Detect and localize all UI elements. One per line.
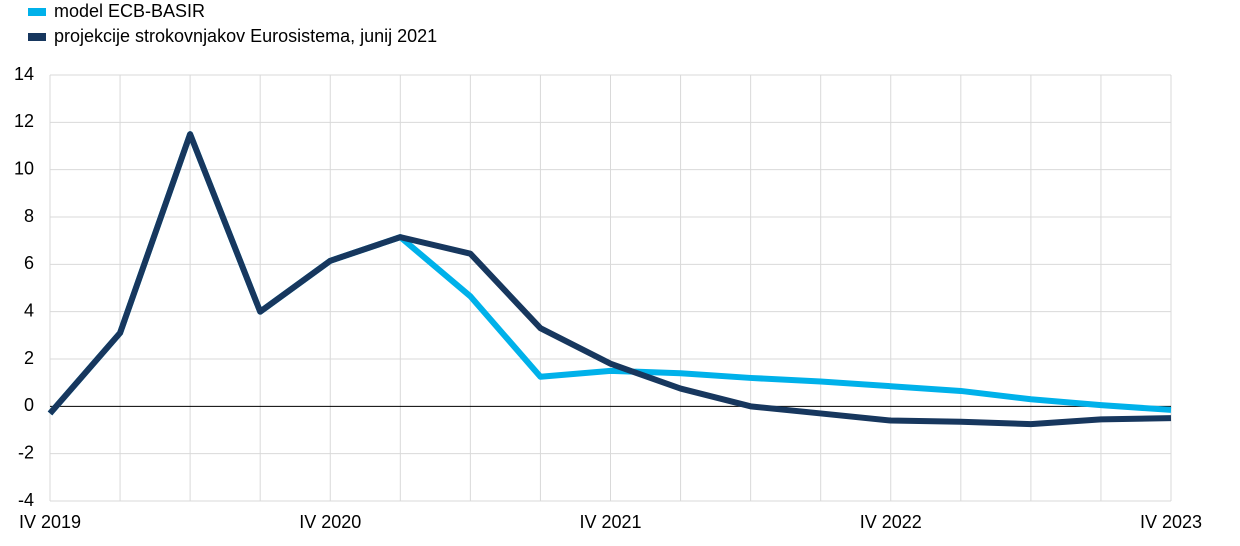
legend-swatch: [28, 8, 46, 16]
y-tick-label: 0: [24, 395, 34, 415]
legend-swatch: [28, 33, 46, 41]
x-tick-label: IV 2020: [299, 512, 361, 532]
x-tick-label: IV 2019: [19, 512, 81, 532]
y-tick-label: 12: [14, 111, 34, 131]
y-tick-label: 8: [24, 206, 34, 226]
y-tick-label: 10: [14, 158, 34, 178]
legend-label: model ECB-BASIR: [54, 1, 205, 21]
y-tick-label: -2: [18, 442, 34, 462]
legend-label: projekcije strokovnjakov Eurosistema, ju…: [54, 26, 437, 46]
x-tick-label: IV 2021: [579, 512, 641, 532]
y-tick-label: 4: [24, 300, 34, 320]
y-tick-label: 2: [24, 348, 34, 368]
series-line: [47, 131, 1172, 428]
x-tick-label: IV 2022: [860, 512, 922, 532]
y-tick-label: -4: [18, 490, 34, 510]
x-tick-label: IV 2023: [1140, 512, 1202, 532]
y-tick-label: 14: [14, 64, 34, 84]
y-tick-label: 6: [24, 253, 34, 273]
